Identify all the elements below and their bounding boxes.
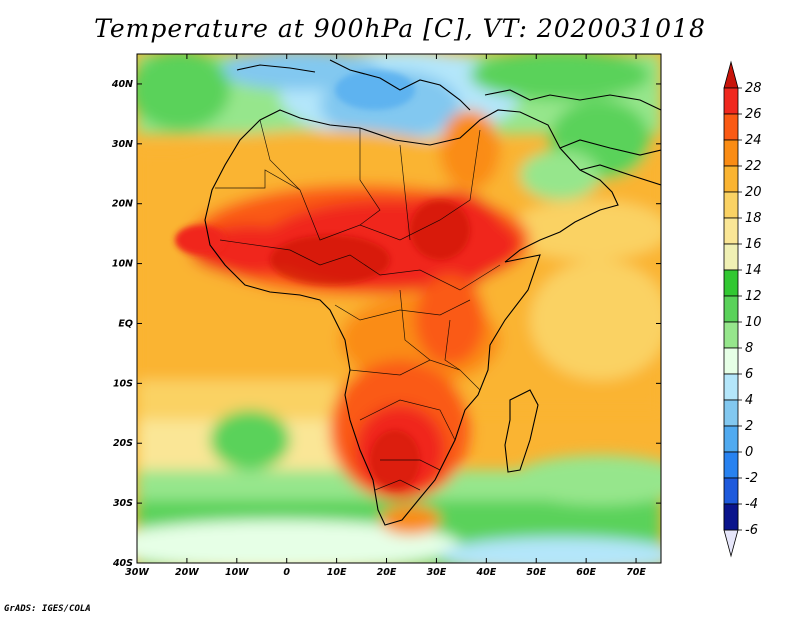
- colorbar-label: 20: [745, 185, 762, 200]
- colorbar-bottom-arrow: [723, 529, 739, 558]
- country-borders: [215, 119, 501, 491]
- lat-tick-label: EQ: [118, 318, 133, 329]
- lat-tick-label: 10S: [113, 378, 133, 389]
- colorbar-swatch: [723, 269, 739, 297]
- lon-tick-label: 20E: [377, 567, 397, 578]
- colorbar-swatch: [723, 321, 739, 349]
- colorbar-swatch: [723, 477, 739, 505]
- lat-tick-label: 40N: [111, 79, 133, 90]
- colorbar-swatch: [723, 139, 739, 167]
- lon-tick-label: 10E: [327, 567, 347, 578]
- lat-tick-label: 30S: [113, 498, 133, 509]
- colorbar-label: 22: [745, 159, 762, 174]
- plot-frame: [136, 53, 662, 564]
- colorbar-label: 10: [745, 315, 762, 330]
- colorbar-label: -6: [745, 523, 758, 538]
- colorbar-swatch: [723, 399, 739, 427]
- colorbar-label: 4: [745, 393, 753, 408]
- lon-tick-label: 20W: [175, 567, 199, 578]
- lat-tick-label: 10N: [112, 259, 133, 270]
- lon-tick-label: 60E: [576, 567, 596, 578]
- coastlines: [204, 59, 661, 526]
- axis-ticks: 30W 20W 10W 0 10E 20E 30E 40E 50E 60E 70E 40N 30N 20N…: [111, 54, 661, 578]
- lon-tick-label: 40E: [475, 567, 496, 578]
- lon-tick-label: 30E: [427, 567, 447, 578]
- colorbar-label: 2: [745, 419, 753, 434]
- colorbar-swatch: [723, 191, 739, 219]
- colorbar-label: -4: [745, 497, 758, 512]
- colorbar-swatch: [723, 425, 739, 453]
- colorbar-label: 24: [745, 133, 762, 148]
- colorbar-swatch: [723, 217, 739, 245]
- colorbar-swatch: [723, 87, 739, 115]
- colorbar-swatch: [723, 295, 739, 323]
- colorbar-label: 12: [745, 289, 762, 304]
- lon-tick-label: 30W: [125, 567, 149, 578]
- colorbar-label: 8: [745, 341, 753, 356]
- lat-tick-label: 20S: [113, 438, 133, 449]
- colorbar-swatch: [723, 451, 739, 479]
- colorbar-label: 18: [745, 211, 762, 226]
- lon-tick-label: 0: [283, 567, 290, 578]
- lon-tick-label: 10W: [225, 567, 249, 578]
- colorbar-label: 14: [745, 263, 762, 278]
- colorbar-swatch: [723, 373, 739, 401]
- colorbar-swatch: [723, 347, 739, 375]
- colorbar-label: 26: [745, 107, 762, 122]
- colorbar-swatch: [723, 113, 739, 141]
- colorbar-label: 16: [745, 237, 762, 252]
- temperature-field: [137, 54, 661, 563]
- colorbar-label: 28: [745, 81, 762, 96]
- colorbar-swatch: [723, 165, 739, 193]
- lat-tick-label: 20N: [112, 199, 133, 210]
- credit-text: GrADS: IGES/COLA: [4, 604, 91, 614]
- chart-title: Temperature at 900hPa [C], VT: 202003101…: [94, 14, 706, 43]
- colorbar-label: 0: [745, 445, 753, 460]
- colorbar-swatch: [723, 503, 739, 531]
- colorbar-top-arrow: [723, 60, 739, 89]
- lat-tick-label: 30N: [112, 139, 133, 150]
- lat-tick-label: 40S: [112, 558, 133, 569]
- lon-tick-label: 50E: [526, 567, 546, 578]
- colorbar-label: -2: [745, 471, 758, 486]
- colorbar-swatch: [723, 243, 739, 271]
- colorbar-label: 6: [745, 367, 753, 382]
- lon-tick-label: 70E: [626, 567, 646, 578]
